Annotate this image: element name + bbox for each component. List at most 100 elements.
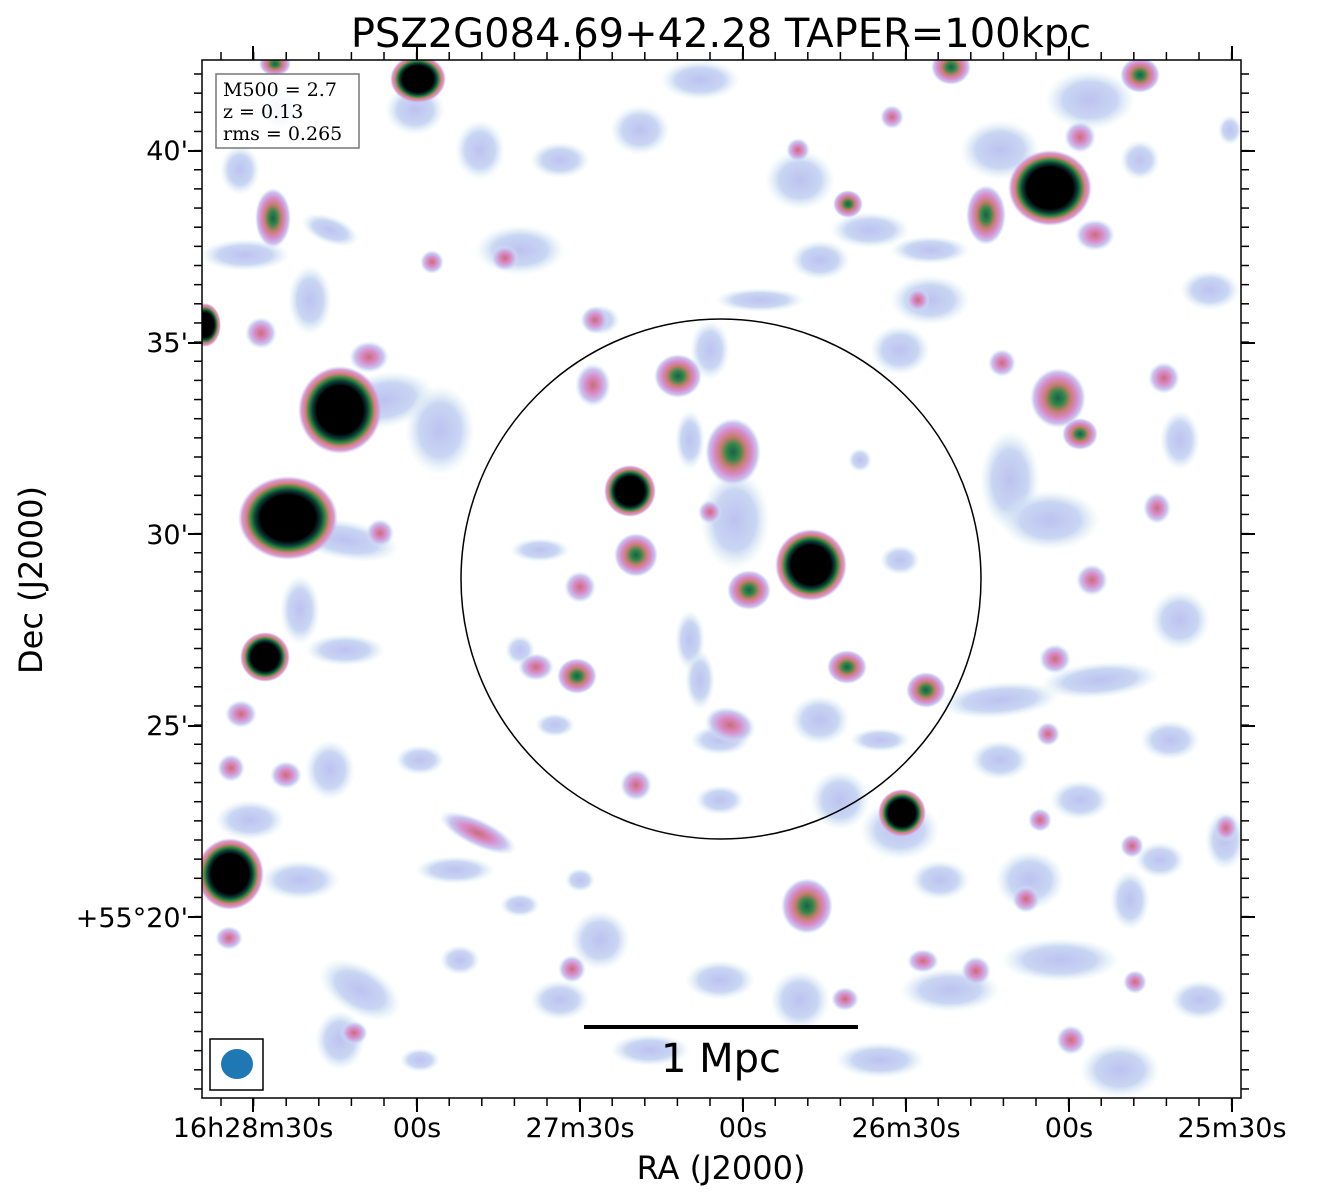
emission-blob xyxy=(781,878,833,934)
emission-blob xyxy=(1050,780,1110,820)
emission-blob xyxy=(500,893,540,917)
emission-blob xyxy=(810,770,870,830)
emission-blob xyxy=(340,1021,368,1045)
emission-blob xyxy=(581,306,609,334)
emission-blob xyxy=(970,740,1030,780)
emission-blob xyxy=(1076,564,1108,596)
emission-blob xyxy=(660,60,740,100)
emission-blob xyxy=(319,958,401,1022)
emission-blob xyxy=(510,538,570,562)
emission-blob xyxy=(931,60,971,85)
emission-blob xyxy=(786,138,810,162)
x-tick-label: 00s xyxy=(719,1113,767,1144)
emission-blob xyxy=(202,239,290,271)
axis-ticks xyxy=(188,46,1255,1112)
emission-blob xyxy=(1028,808,1052,832)
emission-blob xyxy=(704,706,756,744)
x-tick-label: 16h28m30s xyxy=(173,1113,334,1144)
emission-blob xyxy=(833,190,863,218)
y-tick-label: 40' xyxy=(146,136,188,167)
x-tick-label: 26m30s xyxy=(851,1113,960,1144)
emission-blob xyxy=(1123,970,1147,994)
emission-blob xyxy=(1143,492,1171,524)
emission-blob xyxy=(835,1042,925,1078)
emission-blob xyxy=(557,658,597,694)
info-mass: M500 = 2.7 xyxy=(223,79,337,101)
emission-blob xyxy=(455,120,505,180)
emission-blob xyxy=(530,980,590,1020)
emission-blob xyxy=(614,533,658,577)
emission-blob xyxy=(349,341,389,373)
plot-frame xyxy=(201,59,1242,1099)
emission-blob xyxy=(491,245,519,271)
emission-blob xyxy=(1000,490,1100,550)
emission-blob xyxy=(961,956,991,986)
info-redshift: z = 0.13 xyxy=(223,101,303,123)
emission-blob xyxy=(1135,842,1185,878)
emission-blob xyxy=(790,240,850,280)
emission-blob xyxy=(475,225,565,275)
x-axis-label: RA (J2000) xyxy=(637,1149,806,1187)
emission-blob xyxy=(518,653,554,681)
emission-blob xyxy=(1110,870,1150,930)
emission-blob xyxy=(831,987,859,1011)
emission-blob xyxy=(217,754,245,782)
emission-blob xyxy=(395,745,445,775)
emission-blob xyxy=(685,650,715,710)
emission-blob xyxy=(827,650,867,684)
emission-blob xyxy=(240,632,290,682)
emission-blob xyxy=(535,713,575,737)
emission-blob xyxy=(700,470,770,570)
emission-blob xyxy=(220,145,260,195)
emission-blob xyxy=(415,856,495,884)
emission-blob xyxy=(850,728,910,752)
emission-blob xyxy=(610,1034,690,1066)
emission-blob xyxy=(910,860,970,900)
emission-blob xyxy=(1180,270,1240,310)
emission-blob xyxy=(1120,60,1160,93)
emission-blob xyxy=(907,949,939,973)
emission-blob xyxy=(390,60,446,103)
emission-blob xyxy=(880,545,920,575)
emission-blob xyxy=(1075,219,1115,251)
emission-blob xyxy=(1064,121,1096,153)
y-tick-label: 30' xyxy=(146,520,188,551)
emission-blob xyxy=(1030,368,1086,428)
x-tick-label: 27m30s xyxy=(525,1113,634,1144)
emission-blob xyxy=(570,910,630,970)
emission-blob xyxy=(906,672,946,708)
emission-blob xyxy=(1045,70,1135,130)
emission-blob xyxy=(225,700,257,728)
emission-blob xyxy=(245,317,277,349)
emission-blob xyxy=(558,955,586,983)
emission-blob xyxy=(966,185,1006,245)
emission-blob xyxy=(770,970,830,1030)
emission-blob xyxy=(202,303,221,347)
emission-blob xyxy=(1008,150,1092,226)
emission-blob xyxy=(690,320,730,380)
radio-emission-map xyxy=(202,60,1241,1098)
emission-blob xyxy=(305,634,385,666)
emission-blob xyxy=(1148,362,1180,394)
emission-blob xyxy=(280,575,320,645)
emission-blob xyxy=(685,960,755,1000)
emission-blob xyxy=(301,213,359,247)
emission-blob xyxy=(995,850,1065,910)
emission-blob xyxy=(1150,590,1210,650)
y-axis-label: Dec (J2000) xyxy=(12,486,50,674)
r500-circle xyxy=(460,318,982,840)
emission-blob xyxy=(610,105,670,155)
emission-blob xyxy=(790,695,850,745)
emission-blob xyxy=(727,570,771,610)
emission-blob xyxy=(880,105,904,129)
emission-blob xyxy=(1120,140,1160,180)
emission-blob xyxy=(830,212,910,248)
emission-blob xyxy=(440,945,480,975)
emission-blob xyxy=(530,142,590,178)
emission-blob xyxy=(366,519,394,547)
emission-blob xyxy=(1120,834,1144,858)
y-tick-label: 35' xyxy=(146,328,188,359)
emission-blob xyxy=(1039,644,1071,674)
emission-blob xyxy=(400,1048,440,1072)
